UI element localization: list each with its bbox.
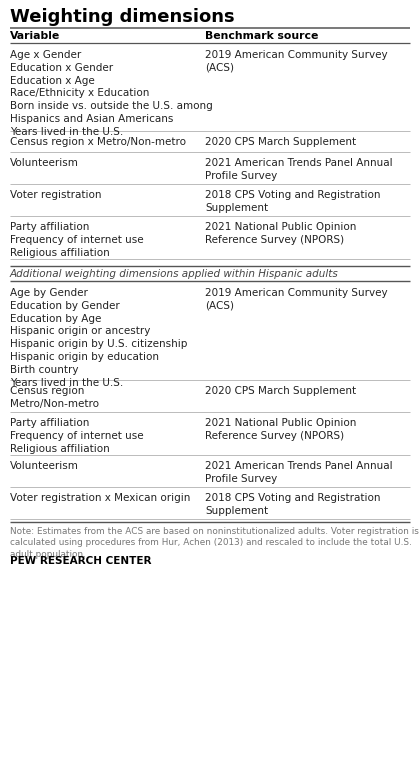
Text: Voter registration x Mexican origin: Voter registration x Mexican origin (10, 493, 190, 503)
Text: 2018 CPS Voting and Registration
Supplement: 2018 CPS Voting and Registration Supplem… (205, 493, 381, 516)
Text: 2020 CPS March Supplement: 2020 CPS March Supplement (205, 386, 356, 396)
Text: 2021 American Trends Panel Annual
Profile Survey: 2021 American Trends Panel Annual Profil… (205, 158, 393, 181)
Text: Age x Gender
Education x Gender
Education x Age
Race/Ethnicity x Education
Born : Age x Gender Education x Gender Educatio… (10, 50, 213, 137)
Text: Census region x Metro/Non-metro: Census region x Metro/Non-metro (10, 137, 186, 147)
Text: Weighting dimensions: Weighting dimensions (10, 8, 235, 26)
Text: Party affiliation
Frequency of internet use
Religious affiliation: Party affiliation Frequency of internet … (10, 418, 144, 454)
Text: Volunteerism: Volunteerism (10, 158, 79, 168)
Text: Additional weighting dimensions applied within Hispanic adults: Additional weighting dimensions applied … (10, 269, 339, 279)
Text: 2019 American Community Survey
(ACS): 2019 American Community Survey (ACS) (205, 288, 388, 311)
Text: Age by Gender
Education by Gender
Education by Age
Hispanic origin or ancestry
H: Age by Gender Education by Gender Educat… (10, 288, 187, 388)
Text: 2020 CPS March Supplement: 2020 CPS March Supplement (205, 137, 356, 147)
Text: 2021 National Public Opinion
Reference Survey (NPORS): 2021 National Public Opinion Reference S… (205, 222, 357, 245)
Text: Volunteerism: Volunteerism (10, 461, 79, 471)
Text: Party affiliation
Frequency of internet use
Religious affiliation: Party affiliation Frequency of internet … (10, 222, 144, 258)
Text: Note: Estimates from the ACS are based on noninstitutionalized adults. Voter reg: Note: Estimates from the ACS are based o… (10, 527, 419, 559)
Text: 2019 American Community Survey
(ACS): 2019 American Community Survey (ACS) (205, 50, 388, 73)
Text: Census region
Metro/Non-metro: Census region Metro/Non-metro (10, 386, 99, 409)
Text: PEW RESEARCH CENTER: PEW RESEARCH CENTER (10, 556, 152, 566)
Text: Voter registration: Voter registration (10, 190, 102, 200)
Text: Benchmark source: Benchmark source (205, 31, 318, 41)
Text: Variable: Variable (10, 31, 60, 41)
Text: 2021 National Public Opinion
Reference Survey (NPORS): 2021 National Public Opinion Reference S… (205, 418, 357, 441)
Text: 2021 American Trends Panel Annual
Profile Survey: 2021 American Trends Panel Annual Profil… (205, 461, 393, 484)
Text: 2018 CPS Voting and Registration
Supplement: 2018 CPS Voting and Registration Supplem… (205, 190, 381, 213)
